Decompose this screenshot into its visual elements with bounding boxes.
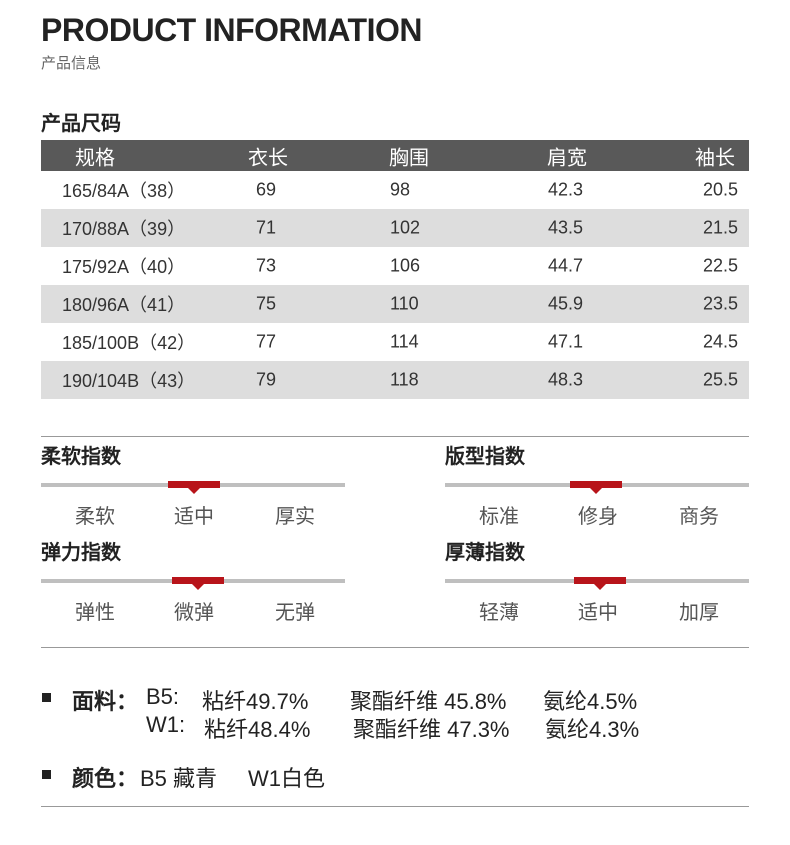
index-title: 柔软指数 xyxy=(41,446,121,468)
table-cell: 180/96A（41） xyxy=(62,295,186,315)
table-row: 185/100B（42） 77 114 47.1 24.5 xyxy=(41,323,749,361)
table-header: 规格 衣长 胸围 肩宽 袖长 xyxy=(41,140,749,171)
fabric-label: 面料： xyxy=(72,689,139,714)
table-cell: 79 xyxy=(256,369,277,390)
softness-index: 柔软指数 柔软 适中 厚实 xyxy=(41,440,345,536)
index-option: 弹性 xyxy=(75,602,115,624)
index-option: 商务 xyxy=(679,506,719,528)
index-title: 弹力指数 xyxy=(41,542,121,564)
fabric-code: B5: xyxy=(146,684,180,709)
fabric-part: 氨纶4.5% xyxy=(543,689,638,714)
index-option: 厚实 xyxy=(275,506,315,528)
table-cell: 20.5 xyxy=(702,179,738,200)
index-pointer-icon xyxy=(594,584,606,590)
index-marker xyxy=(570,481,622,488)
index-marker xyxy=(172,577,224,584)
table-cell: 48.3 xyxy=(548,369,584,390)
table-cell: 170/88A（39） xyxy=(62,219,186,239)
fabric-part: 聚酯纤维 45.8% xyxy=(350,689,507,714)
index-option: 加厚 xyxy=(679,602,719,624)
table-cell: 114 xyxy=(390,331,419,352)
table-cell: 165/84A（38） xyxy=(62,181,186,201)
table-row: 190/104B（43） 79 118 48.3 25.5 xyxy=(41,361,749,399)
index-option-selected: 微弹 xyxy=(174,602,214,624)
table-cell: 110 xyxy=(390,293,419,314)
fabric-code: W1: xyxy=(146,712,186,737)
index-option-selected: 适中 xyxy=(174,506,214,528)
index-title: 厚薄指数 xyxy=(445,542,525,564)
page-subtitle: 产品信息 xyxy=(41,55,102,72)
index-pointer-icon xyxy=(188,488,200,494)
index-pointer-icon xyxy=(590,488,602,494)
bullet-icon xyxy=(42,770,51,779)
size-table: 规格 衣长 胸围 肩宽 袖长 165/84A（38） 69 98 42.3 20… xyxy=(41,140,749,399)
table-cell: 185/100B（42） xyxy=(62,333,196,353)
table-row: 175/92A（40） 73 106 44.7 22.5 xyxy=(41,247,749,285)
color-label: 颜色： xyxy=(72,766,139,791)
divider xyxy=(41,436,749,437)
index-marker xyxy=(168,481,220,488)
table-row: 170/88A（39） 71 102 43.5 21.5 xyxy=(41,209,749,247)
table-cell: 71 xyxy=(256,217,277,238)
index-pointer-icon xyxy=(192,584,204,590)
table-cell: 69 xyxy=(256,179,277,200)
color-value: B5 藏青 xyxy=(140,766,218,791)
table-cell: 44.7 xyxy=(548,255,584,276)
table-row: 180/96A（41） 75 110 45.9 23.5 xyxy=(41,285,749,323)
elasticity-index: 弹力指数 弹性 微弹 无弹 xyxy=(41,536,345,632)
column-header: 胸围 xyxy=(389,147,429,169)
size-section-title: 产品尺码 xyxy=(41,113,121,135)
table-cell: 98 xyxy=(390,179,411,200)
index-option: 柔软 xyxy=(75,506,115,528)
index-option-selected: 适中 xyxy=(578,602,618,624)
index-title: 版型指数 xyxy=(445,446,525,468)
table-cell: 47.1 xyxy=(548,331,584,352)
column-header: 规格 xyxy=(75,147,115,169)
table-cell: 77 xyxy=(256,331,277,352)
thickness-index: 厚薄指数 轻薄 适中 加厚 xyxy=(445,536,749,632)
column-header: 衣长 xyxy=(248,147,288,169)
index-option: 标准 xyxy=(479,506,519,528)
column-header: 袖长 xyxy=(695,147,735,169)
table-cell: 43.5 xyxy=(548,217,584,238)
fabric-part: 粘纤48.4% xyxy=(204,717,311,742)
table-cell: 25.5 xyxy=(702,369,738,390)
divider xyxy=(41,647,749,648)
table-cell: 106 xyxy=(390,255,421,276)
fabric-part: 氨纶4.3% xyxy=(545,717,640,742)
index-option: 轻薄 xyxy=(479,602,519,624)
table-cell: 75 xyxy=(256,293,277,314)
table-cell: 21.5 xyxy=(702,217,738,238)
color-value: W1白色 xyxy=(248,766,326,791)
table-row: 165/84A（38） 69 98 42.3 20.5 xyxy=(41,171,749,209)
bullet-icon xyxy=(42,693,51,702)
index-option-selected: 修身 xyxy=(578,506,618,528)
index-marker xyxy=(574,577,626,584)
table-cell: 118 xyxy=(390,369,419,390)
divider xyxy=(41,806,749,807)
page-title: PRODUCT INFORMATION xyxy=(41,12,422,48)
fabric-part: 粘纤49.7% xyxy=(202,689,309,714)
table-cell: 24.5 xyxy=(702,331,738,352)
table-cell: 190/104B（43） xyxy=(62,371,196,391)
column-header: 肩宽 xyxy=(547,147,587,169)
fit-index: 版型指数 标准 修身 商务 xyxy=(445,440,749,536)
table-cell: 175/92A（40） xyxy=(62,257,186,277)
index-option: 无弹 xyxy=(275,602,315,624)
table-cell: 42.3 xyxy=(548,179,584,200)
table-cell: 22.5 xyxy=(702,255,738,276)
table-cell: 102 xyxy=(390,217,421,238)
table-cell: 23.5 xyxy=(702,293,738,314)
table-cell: 45.9 xyxy=(548,293,584,314)
fabric-part: 聚酯纤维 47.3% xyxy=(353,717,510,742)
table-cell: 73 xyxy=(256,255,277,276)
